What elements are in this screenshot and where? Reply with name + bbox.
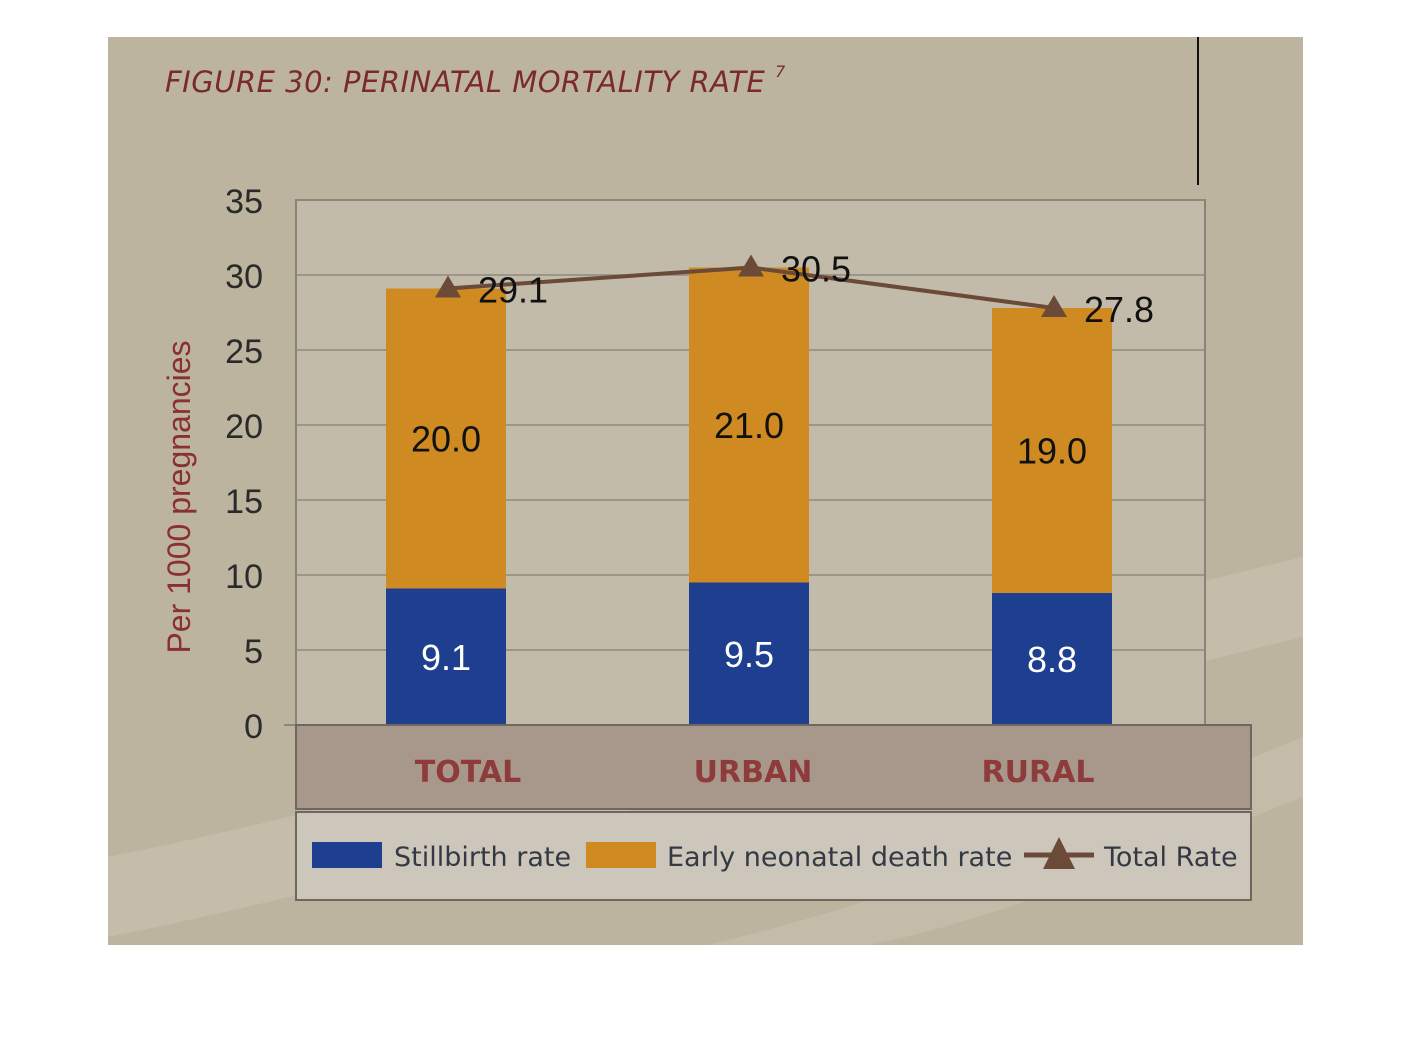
bar-segment xyxy=(386,288,506,589)
line-value-label: 29.1 xyxy=(478,270,548,311)
bar-value-label: 19.0 xyxy=(1017,431,1087,472)
vertical-rule xyxy=(1197,37,1199,185)
bar-value-label: 20.0 xyxy=(411,419,481,460)
bar-value-label: 21.0 xyxy=(714,405,784,446)
y-tick-label: 15 xyxy=(225,483,263,521)
legend-label: Stillbirth rate xyxy=(394,842,571,873)
bar-value-label: 8.8 xyxy=(1027,639,1077,680)
category-label: TOTAL xyxy=(415,755,521,790)
line-marker xyxy=(435,275,461,298)
y-tick-label: 5 xyxy=(244,633,263,671)
legend-marker xyxy=(1043,837,1075,869)
y-tick-label: 30 xyxy=(225,258,263,296)
bar-segment xyxy=(992,308,1112,593)
y-tick-label: 0 xyxy=(244,708,263,746)
y-tick-label: 35 xyxy=(225,183,263,221)
figure-title-footnote: 7 xyxy=(775,62,786,82)
y-tick-label: 10 xyxy=(225,558,263,596)
figure-title: FIGURE 30: PERINATAL MORTALITY RATE 7 xyxy=(165,62,786,99)
line-marker xyxy=(738,254,764,277)
legend-swatch-stillbirth xyxy=(312,842,382,868)
legend-label: Early neonatal death rate xyxy=(667,842,1012,873)
line-marker xyxy=(1041,295,1067,317)
figure-title-text: FIGURE 30: PERINATAL MORTALITY RATE xyxy=(165,65,766,99)
line-value-label: 30.5 xyxy=(781,249,851,290)
bar-segment xyxy=(992,593,1112,725)
bar-segment xyxy=(689,267,809,583)
chart-svg: 0 5 10 15 20 25 30 35 Per 1000 pregnancies 9.1 9.5… xyxy=(108,183,1303,945)
category-label: RURAL xyxy=(982,755,1095,790)
y-tick-label: 25 xyxy=(225,333,263,371)
line-value-label: 27.8 xyxy=(1084,289,1154,330)
bar-value-label: 9.1 xyxy=(421,637,471,678)
bar-segment xyxy=(386,588,506,725)
y-axis-label: Per 1000 pregnancies xyxy=(161,340,197,653)
legend-swatch-neonatal xyxy=(586,842,656,868)
category-band xyxy=(295,724,1252,810)
bar-value-label: 9.5 xyxy=(724,634,774,675)
category-label: URBAN xyxy=(694,755,813,790)
y-tick-label: 20 xyxy=(225,408,263,446)
bar-segment xyxy=(689,582,809,725)
chart-figure: FIGURE 30: PERINATAL MORTALITY RATE 7 0 5… xyxy=(108,37,1303,945)
legend-label: Total Rate xyxy=(1103,842,1238,873)
